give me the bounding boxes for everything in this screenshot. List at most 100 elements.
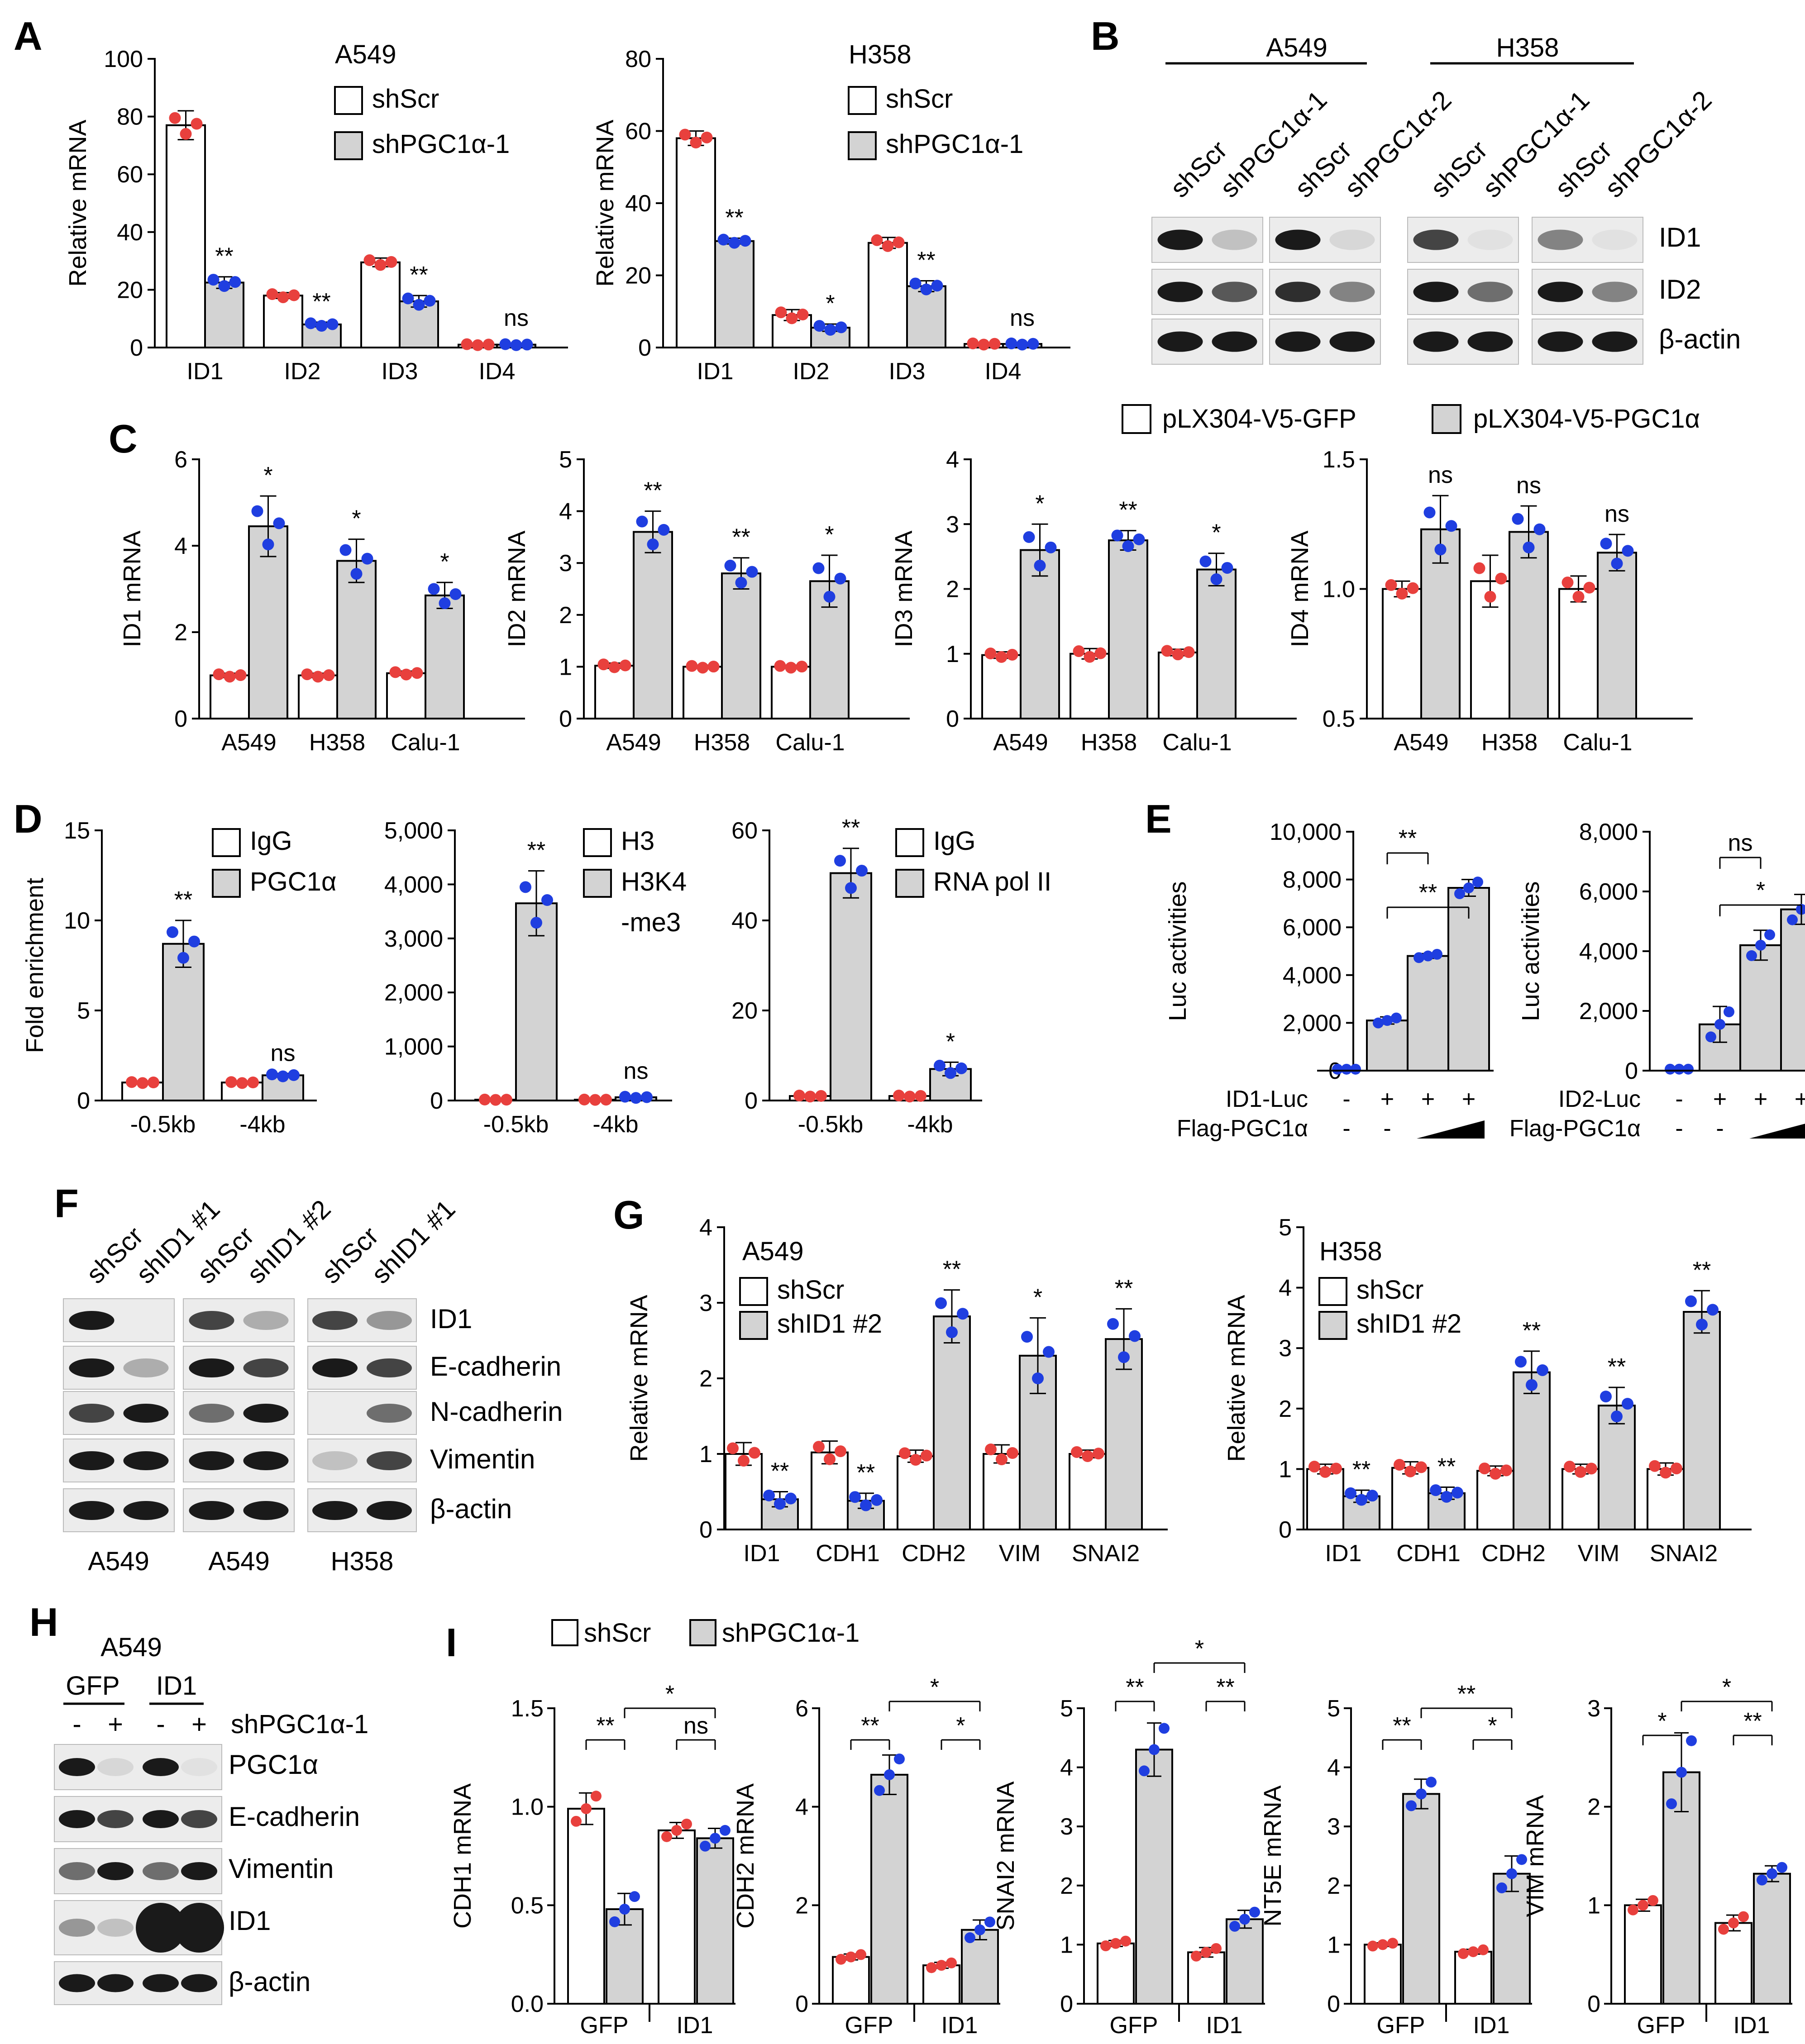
H-band xyxy=(143,1810,179,1828)
C4-ylabel: ID4 mRNA xyxy=(1286,530,1313,647)
B-band xyxy=(1592,229,1638,250)
I1-point xyxy=(609,1916,620,1927)
C2-point xyxy=(746,566,758,578)
F-band xyxy=(69,1358,115,1377)
B-band xyxy=(1212,281,1257,302)
B-band xyxy=(1413,281,1459,302)
E1-point xyxy=(1350,1063,1361,1075)
I3-bar-0 xyxy=(1097,1942,1135,2005)
B-band xyxy=(1157,229,1203,250)
D1-xtick-label: -0.5kb xyxy=(130,1111,196,1138)
I5-ylabel: VIM mRNA xyxy=(1522,1795,1549,1917)
G1-point xyxy=(1129,1330,1141,1342)
C1-sig-label: * xyxy=(263,462,272,489)
B-band xyxy=(1413,229,1459,250)
A2-bar-trt-ID3 xyxy=(906,285,946,348)
G2-point xyxy=(1685,1295,1697,1307)
I1-point xyxy=(710,1833,721,1844)
A1-point xyxy=(472,339,484,351)
G2-sig-label: ** xyxy=(1523,1318,1541,1344)
I4-ytick-label: 1 xyxy=(1327,1932,1340,1958)
F-band xyxy=(367,1501,412,1520)
B-lane-label: shScr xyxy=(1549,135,1618,203)
D3-xtick-label: -0.5kb xyxy=(798,1111,864,1138)
G2-point xyxy=(1366,1490,1378,1502)
D3-point xyxy=(793,1090,805,1102)
I1-ytick-label: 0.0 xyxy=(511,1991,544,2017)
D1-legend-swatch xyxy=(212,869,241,898)
E1-ytick-label: 6,000 xyxy=(1283,915,1342,941)
F-band xyxy=(243,1451,289,1470)
A1-sig-label: ns xyxy=(504,305,529,331)
G1-bar-ctrl-CDH2 xyxy=(897,1455,935,1531)
A2-point xyxy=(967,337,979,349)
A2-point xyxy=(739,235,751,247)
G2-point xyxy=(1479,1463,1490,1475)
G1-sig-label: ** xyxy=(1115,1275,1133,1301)
H-lane-sign: + xyxy=(191,1710,207,1739)
G2-ytick-label: 1 xyxy=(1279,1456,1292,1482)
E1-point xyxy=(1373,1017,1384,1029)
G2-point xyxy=(1415,1461,1427,1473)
D1-point xyxy=(247,1077,259,1089)
I3-ytick-label: 0 xyxy=(1060,1991,1073,2017)
I3-point xyxy=(1159,1723,1170,1734)
F-band xyxy=(123,1404,169,1423)
I4-bracket-label: ** xyxy=(1393,1713,1411,1739)
H-lane-sign: - xyxy=(72,1710,81,1739)
C1-bar-trt-H358 xyxy=(336,560,377,720)
G1-point xyxy=(749,1447,760,1459)
D1-ytick-label: 5 xyxy=(77,998,90,1024)
C4-xtick-label: H358 xyxy=(1481,729,1538,756)
A1-ytick-label: 40 xyxy=(117,219,143,246)
G1-point xyxy=(1107,1318,1119,1330)
G2-point xyxy=(1649,1460,1661,1472)
I5-xtick-label: ID1 xyxy=(1733,2012,1770,2039)
H-row-label: ID1 xyxy=(229,1906,271,1936)
H-row-label: Vimentin xyxy=(229,1853,334,1884)
A1-bar-ctrl-ID3 xyxy=(360,261,401,348)
F-band xyxy=(243,1501,289,1520)
C1-ytick-label: 4 xyxy=(174,533,187,559)
H-row-label: β-actin xyxy=(229,1967,310,1997)
H-band xyxy=(181,1810,217,1828)
E1-point xyxy=(1432,948,1442,960)
E1-bar-1 xyxy=(1366,1020,1409,1072)
A1-point xyxy=(402,292,414,305)
C3-point xyxy=(1084,651,1096,663)
C-legend-swatch-trt xyxy=(1432,404,1461,434)
F-band xyxy=(123,1501,169,1520)
D2-ytick-label: 3,000 xyxy=(384,926,443,952)
I1-point xyxy=(581,1803,592,1815)
A1-point xyxy=(266,288,278,300)
A1-xtick-label: ID4 xyxy=(479,358,516,385)
F-band xyxy=(123,1451,169,1470)
A1-ytick-label: 60 xyxy=(117,162,143,188)
I2-ylabel: CDH2 mRNA xyxy=(732,1783,759,1929)
C2-point xyxy=(597,658,610,671)
I1-xtick-label: GFP xyxy=(580,2012,629,2039)
D2-point xyxy=(589,1094,601,1106)
C4-point xyxy=(1484,591,1496,603)
C2-ytick-label: 4 xyxy=(559,499,572,525)
H-band xyxy=(59,1919,95,1937)
C4-point xyxy=(1407,582,1419,594)
I2-point xyxy=(984,1916,995,1928)
E2-row2-sign: - xyxy=(1675,1115,1683,1142)
G1-point xyxy=(957,1308,969,1320)
A2-sig-label: * xyxy=(826,291,835,317)
I-legend-swatch-trt xyxy=(689,1619,716,1646)
E2-point xyxy=(1746,950,1757,961)
E2-ytick-label: 6,000 xyxy=(1579,879,1638,905)
H-band xyxy=(143,1974,179,1992)
I2-point xyxy=(946,1957,957,1968)
G2-xtick-label: VIM xyxy=(1578,1540,1619,1567)
E2-point xyxy=(1787,914,1798,925)
I-legend-label-trt: shPGC1α-1 xyxy=(722,1618,860,1648)
I1-bar-2 xyxy=(658,1829,696,2005)
G2-ytick-label: 4 xyxy=(1279,1275,1292,1301)
C3-bar-ctrl-H358 xyxy=(1070,653,1110,719)
D1-bar-trt--0.5kb xyxy=(162,943,205,1101)
C3-point xyxy=(1161,645,1173,657)
G2-ylabel: Relative mRNA xyxy=(1223,1295,1250,1462)
